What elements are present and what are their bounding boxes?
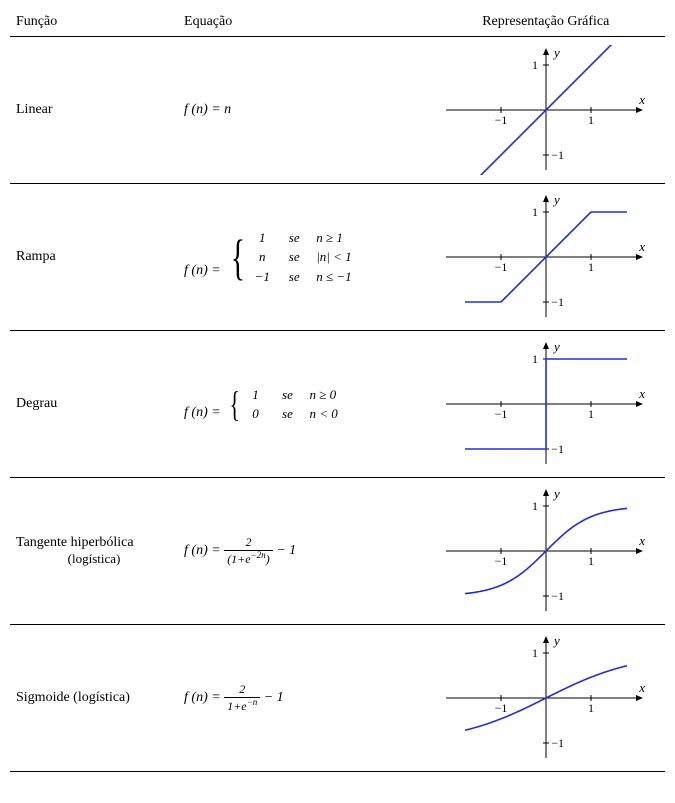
svg-text:1: 1 (532, 205, 538, 219)
table-row: Tangente hiperbólica(logística)f (n) = 2… (10, 478, 665, 625)
function-name: Degrau (10, 331, 178, 478)
svg-text:1: 1 (532, 352, 538, 366)
table-row: Degrauf (n) = {1sen ≥ 00sen < 0 −1 1 −1 1 x y (10, 331, 665, 478)
svg-text:1: 1 (588, 260, 594, 274)
table-row: Linearf (n) = n −1 1 −1 1 x y (10, 37, 665, 184)
svg-text:−1: −1 (551, 442, 564, 456)
svg-text:−1: −1 (494, 554, 507, 568)
svg-text:y: y (552, 192, 560, 207)
svg-text:1: 1 (588, 701, 594, 715)
svg-text:−1: −1 (551, 736, 564, 750)
svg-text:1: 1 (532, 646, 538, 660)
table-body: Linearf (n) = n−11−11xyRampaf (n) = {1se… (10, 37, 665, 772)
header-equacao: Equação (178, 10, 427, 37)
svg-text:1: 1 (588, 407, 594, 421)
header-funcao: Função (10, 10, 178, 37)
svg-text:−1: −1 (494, 407, 507, 421)
svg-text:1: 1 (532, 58, 538, 72)
function-plot: −1 1 −1 1 x y (427, 625, 665, 772)
svg-text:x: x (638, 533, 645, 548)
svg-text:1: 1 (588, 113, 594, 127)
svg-text:y: y (552, 486, 560, 501)
function-plot: −1 1 −1 1 x y (427, 184, 665, 331)
function-equation: f (n) = 21+e−n − 1 (178, 625, 427, 772)
svg-text:−1: −1 (494, 260, 507, 274)
function-plot: −1 1 −1 1 x y (427, 478, 665, 625)
svg-text:−1: −1 (494, 113, 507, 127)
activation-functions-table: Função Equação Representação Gráfica Lin… (10, 10, 665, 772)
svg-text:−1: −1 (494, 701, 507, 715)
function-equation: f (n) = {1sen ≥ 00sen < 0 (178, 331, 427, 478)
svg-text:x: x (638, 386, 645, 401)
svg-text:1: 1 (588, 554, 594, 568)
svg-text:x: x (638, 680, 645, 695)
function-name: Linear (10, 37, 178, 184)
svg-text:y: y (552, 339, 560, 354)
function-equation: f (n) = 2(1+e−2n) − 1 (178, 478, 427, 625)
table-row: Sigmoide (logística)f (n) = 21+e−n − 1−1… (10, 625, 665, 772)
svg-text:y: y (552, 633, 560, 648)
svg-text:−1: −1 (551, 148, 564, 162)
function-name: Sigmoide (logística) (10, 625, 178, 772)
table-row: Rampaf (n) = {1sen ≥ 1nse|n| < 1−1sen ≤ … (10, 184, 665, 331)
svg-text:−1: −1 (551, 589, 564, 603)
svg-text:−1: −1 (551, 295, 564, 309)
function-equation: f (n) = {1sen ≥ 1nse|n| < 1−1sen ≤ −1 (178, 184, 427, 331)
svg-text:y: y (552, 45, 560, 60)
function-plot: −1 1 −1 1 x y (427, 331, 665, 478)
function-name: Rampa (10, 184, 178, 331)
function-equation: f (n) = n (178, 37, 427, 184)
svg-text:x: x (638, 239, 645, 254)
header-grafica: Representação Gráfica (427, 10, 665, 37)
svg-text:x: x (638, 92, 645, 107)
svg-text:1: 1 (532, 499, 538, 513)
function-plot: −1 1 −1 1 x y (427, 37, 665, 184)
function-name: Tangente hiperbólica(logística) (10, 478, 178, 625)
